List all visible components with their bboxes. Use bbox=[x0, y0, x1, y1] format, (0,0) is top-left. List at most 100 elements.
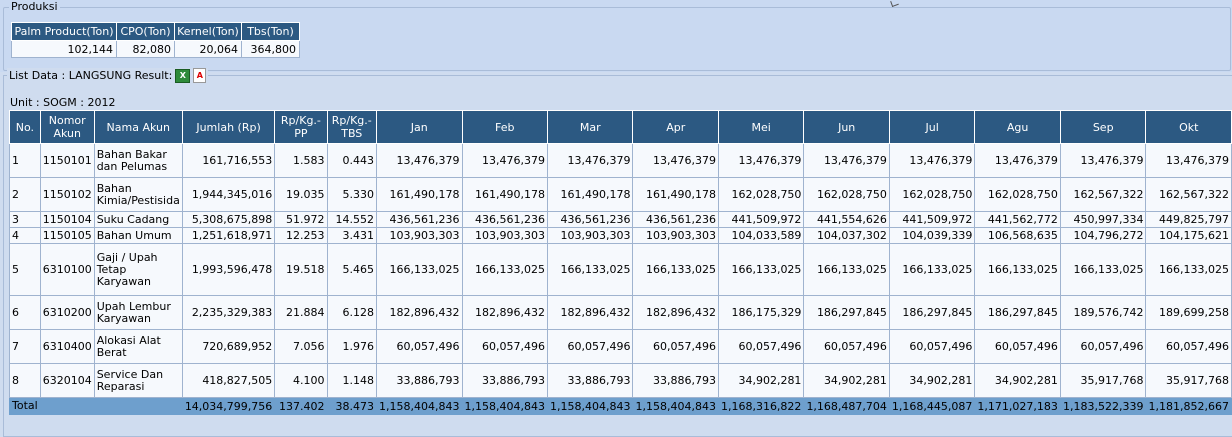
cell-agu: 13,476,379 bbox=[974, 143, 1061, 178]
cell-okt: 13,476,379 bbox=[1145, 143, 1232, 178]
header-agu[interactable]: Agu bbox=[974, 110, 1061, 144]
table-row[interactable]: 1 1150101 Bahan Bakar dan Pelumas 161,716,5… bbox=[9, 143, 1232, 178]
cell-jun: 162,028,750 bbox=[803, 177, 890, 212]
header-feb[interactable]: Feb bbox=[461, 110, 548, 144]
cell-mei: 13,476,379 bbox=[717, 143, 805, 178]
list-data-panel: List Data : LANGSUNG Result: X A Unit : … bbox=[0, 68, 1232, 437]
cell-mar: 33,886,793 bbox=[546, 363, 634, 398]
cell-jan: 60,057,496 bbox=[376, 329, 463, 364]
cell-mar: 103,903,303 bbox=[546, 227, 634, 244]
cell-nama-akun: Bahan Umum bbox=[93, 227, 183, 244]
cell-rp-kg-pp: 7.056 bbox=[274, 329, 328, 364]
cell-jumlah: 1,993,596,478 bbox=[181, 243, 276, 296]
table-row[interactable]: 3 1150104 Suku Cadang 5,308,675,898 51.972 14… bbox=[9, 211, 1232, 228]
cell-nama-akun: Bahan Kimia/Pestisida bbox=[93, 177, 183, 212]
header-cpo: CPO(Ton) bbox=[116, 22, 175, 41]
cell-nomor-akun: 6320104 bbox=[39, 363, 95, 398]
cell-jan: 436,561,236 bbox=[376, 211, 463, 228]
cell-jan: 33,886,793 bbox=[376, 363, 463, 398]
cell-mei: 34,902,281 bbox=[717, 363, 805, 398]
cell-jan: 161,490,178 bbox=[376, 177, 463, 212]
table-row[interactable]: 5 6310100 Gaji / Upah Tetap Karyawan 1,993,… bbox=[9, 243, 1232, 296]
cell-jun: 186,297,845 bbox=[803, 295, 890, 330]
cell-feb: 60,057,496 bbox=[461, 329, 548, 364]
cell-agu: 441,562,772 bbox=[974, 211, 1061, 228]
value-kernel: 20,064 bbox=[174, 40, 242, 58]
cell-jumlah: 1,944,345,016 bbox=[181, 177, 276, 212]
header-nama-akun[interactable]: Nama Akun bbox=[93, 110, 183, 144]
cell-rp-kg-pp: 21.884 bbox=[274, 295, 328, 330]
cell-nomor-akun: 1150105 bbox=[39, 227, 95, 244]
cell-rp-kg-pp: 19.518 bbox=[274, 243, 328, 296]
header-sep[interactable]: Sep bbox=[1059, 110, 1147, 144]
table-row[interactable]: 8 6320104 Service Dan Reparasi 418,827,505 4… bbox=[9, 363, 1232, 398]
cell-feb: 161,490,178 bbox=[461, 177, 548, 212]
cell-apr: 182,896,432 bbox=[632, 295, 719, 330]
cell-sep: 60,057,496 bbox=[1059, 329, 1147, 364]
total-cell-okt: 1,181,852,667 bbox=[1145, 397, 1232, 415]
list-data-legend: List Data : LANGSUNG Result: X A bbox=[7, 68, 209, 83]
cell-nama-akun: Alokasi Alat Berat bbox=[93, 329, 183, 364]
cell-mar: 60,057,496 bbox=[546, 329, 634, 364]
table-row[interactable]: 4 1150105 Bahan Umum 1,251,618,971 12.253 3.4… bbox=[9, 227, 1232, 244]
header-jul[interactable]: Jul bbox=[888, 110, 976, 144]
total-cell-rp-kg-tbs: 38.473 bbox=[326, 397, 378, 415]
cell-jun: 166,133,025 bbox=[803, 243, 890, 296]
cell-sep: 166,133,025 bbox=[1059, 243, 1147, 296]
value-cpo: 82,080 bbox=[116, 40, 175, 58]
header-palm-product: Palm Product(Ton) bbox=[11, 22, 117, 41]
total-cell-jumlah: 14,034,799,756 bbox=[181, 397, 276, 415]
header-mar[interactable]: Mar bbox=[546, 110, 634, 144]
cell-rp-kg-tbs: 14.552 bbox=[326, 211, 378, 228]
cell-feb: 103,903,303 bbox=[461, 227, 548, 244]
cell-agu: 34,902,281 bbox=[974, 363, 1061, 398]
value-palm-product: 102,144 bbox=[11, 40, 117, 58]
cell-okt: 189,699,258 bbox=[1145, 295, 1232, 330]
excel-export-icon[interactable]: X bbox=[175, 68, 191, 83]
pdf-export-icon[interactable]: A bbox=[193, 68, 207, 83]
cell-sep: 189,576,742 bbox=[1059, 295, 1147, 330]
cell-mei: 441,509,972 bbox=[717, 211, 805, 228]
header-rp-kg-pp[interactable]: Rp/Kg.-PP bbox=[274, 110, 328, 144]
cell-sep: 35,917,768 bbox=[1059, 363, 1147, 398]
total-cell-no: Total bbox=[9, 397, 41, 415]
cell-feb: 182,896,432 bbox=[461, 295, 548, 330]
header-jan[interactable]: Jan bbox=[376, 110, 463, 144]
header-apr[interactable]: Apr bbox=[632, 110, 719, 144]
header-mei[interactable]: Mei bbox=[717, 110, 805, 144]
cell-nomor-akun: 6310400 bbox=[39, 329, 95, 364]
cell-jumlah: 1,251,618,971 bbox=[181, 227, 276, 244]
cell-agu: 106,568,635 bbox=[974, 227, 1061, 244]
cell-jul: 166,133,025 bbox=[888, 243, 976, 296]
cell-sep: 450,997,334 bbox=[1059, 211, 1147, 228]
list-data-title: List Data : LANGSUNG Result: bbox=[9, 69, 173, 82]
cell-rp-kg-pp: 19.035 bbox=[274, 177, 328, 212]
cell-rp-kg-pp: 1.583 bbox=[274, 143, 328, 178]
header-rp-kg-tbs[interactable]: Rp/Kg.-TBS bbox=[326, 110, 378, 144]
cell-mar: 161,490,178 bbox=[546, 177, 634, 212]
cell-no: 6 bbox=[9, 295, 41, 330]
header-kernel: Kernel(Ton) bbox=[174, 22, 242, 41]
cell-apr: 161,490,178 bbox=[632, 177, 719, 212]
cell-no: 2 bbox=[9, 177, 41, 212]
cell-no: 5 bbox=[9, 243, 41, 296]
cell-rp-kg-tbs: 6.128 bbox=[326, 295, 378, 330]
header-no[interactable]: No. bbox=[9, 110, 41, 144]
header-jun[interactable]: Jun bbox=[803, 110, 890, 144]
cell-no: 8 bbox=[9, 363, 41, 398]
header-tbs: Tbs(Ton) bbox=[241, 22, 300, 41]
cell-mar: 182,896,432 bbox=[546, 295, 634, 330]
header-jumlah[interactable]: Jumlah (Rp) bbox=[181, 110, 276, 144]
cell-jun: 60,057,496 bbox=[803, 329, 890, 364]
cell-nama-akun: Gaji / Upah Tetap Karyawan bbox=[93, 243, 183, 296]
total-cell-feb: 1,158,404,843 bbox=[461, 397, 548, 415]
produksi-legend: Produksi bbox=[9, 0, 60, 13]
table-row[interactable]: 6 6310200 Upah Lembur Karyawan 2,235,329,38… bbox=[9, 295, 1232, 330]
table-row[interactable]: 2 1150102 Bahan Kimia/Pestisida 1,944,345,0… bbox=[9, 177, 1232, 212]
total-cell-jan: 1,158,404,843 bbox=[376, 397, 463, 415]
cell-okt: 35,917,768 bbox=[1145, 363, 1232, 398]
header-okt[interactable]: Okt bbox=[1145, 110, 1232, 144]
cell-no: 4 bbox=[9, 227, 41, 244]
table-row[interactable]: 7 6310400 Alokasi Alat Berat 720,689,952 7.0… bbox=[9, 329, 1232, 364]
header-nomor-akun[interactable]: Nomor Akun bbox=[39, 110, 95, 144]
